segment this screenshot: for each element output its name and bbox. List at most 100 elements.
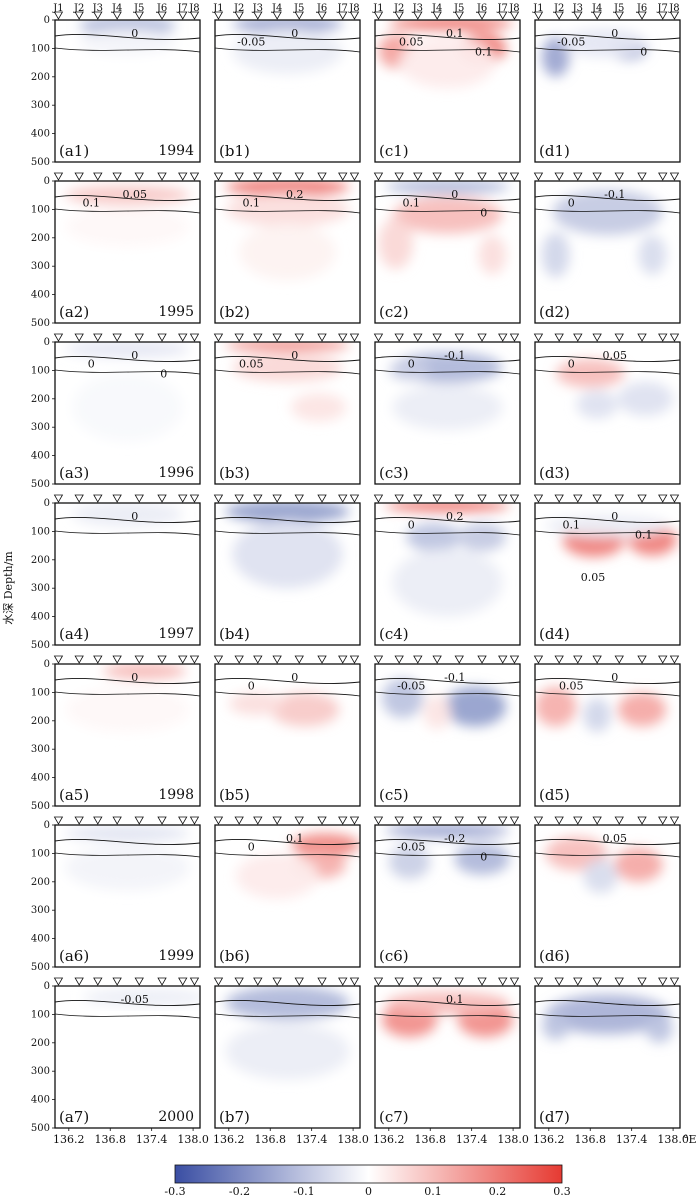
y-tick-label: 100 — [31, 526, 50, 537]
contour-label: 0.1 — [243, 197, 261, 210]
station-marker — [394, 816, 404, 825]
station-marker — [294, 655, 304, 664]
panel-label: (b7) — [219, 1108, 250, 1126]
y-tick-label: 400 — [31, 451, 50, 462]
station-marker — [477, 655, 487, 664]
station-marker — [554, 977, 564, 986]
contour-label: 0 — [480, 851, 487, 864]
contour-line — [535, 1013, 680, 1019]
y-tick-label: 300 — [31, 100, 50, 111]
contour-line — [375, 369, 520, 375]
station-marker — [413, 494, 423, 503]
contour-line — [215, 1000, 360, 1006]
x-tick-label: 136.2 — [533, 1133, 565, 1146]
station-marker — [234, 977, 244, 986]
panel-label: (a6) — [59, 947, 89, 965]
station-marker — [658, 977, 668, 986]
anomaly-blob — [232, 28, 343, 74]
station-marker — [669, 11, 680, 20]
station-marker — [317, 11, 327, 20]
station-marker — [134, 655, 144, 664]
colorbar-tick-label: -0.3 — [164, 1185, 185, 1198]
panel-d5: 0 0.05 (d5) — [533, 655, 681, 807]
station-marker — [498, 333, 508, 342]
panel-c5: -0.1 -0.05 (c5) — [373, 655, 521, 807]
contour-label: 0.1 — [635, 529, 653, 542]
station-marker — [157, 655, 167, 664]
x-tick-label: 136.8 — [94, 1133, 126, 1146]
x-tick-label: 138.0 — [497, 1133, 529, 1146]
station-marker — [93, 494, 103, 503]
y-tick-label: 500 — [31, 801, 50, 812]
station-marker — [317, 172, 327, 181]
station-marker — [349, 11, 360, 20]
panel-label: (b3) — [219, 464, 250, 482]
station-marker — [394, 11, 404, 20]
station-label: J6 — [156, 3, 167, 14]
anomaly-blob — [406, 522, 462, 552]
y-tick-label: 200 — [31, 1038, 50, 1049]
anomaly-blob — [617, 692, 667, 727]
station-marker — [178, 172, 188, 181]
contour-line — [215, 517, 360, 523]
station-marker — [213, 977, 224, 986]
station-marker — [93, 11, 103, 20]
station-marker — [178, 494, 188, 503]
panel-a6: (a6) 1999 0 100 200 300 400 500 — [31, 816, 201, 973]
station-marker — [637, 333, 647, 342]
station-marker — [454, 494, 464, 503]
contour-label: 0 — [640, 46, 647, 59]
station-marker — [658, 11, 668, 20]
station-marker — [454, 172, 464, 181]
y-tick-label: 100 — [31, 1009, 50, 1020]
colorbar-tick-label: -0.1 — [293, 1185, 314, 1198]
anomaly-blob — [388, 20, 514, 31]
x-tick-label: 137.4 — [456, 1133, 488, 1146]
y-tick-label: 100 — [31, 204, 50, 215]
anomaly-blob — [645, 1014, 674, 1043]
contour-label: 0.05 — [239, 358, 264, 371]
contour-label: 0 — [408, 519, 415, 532]
x-tick-label: 136.2 — [373, 1133, 405, 1146]
contour-label: 0 — [480, 207, 487, 220]
station-marker — [509, 977, 520, 986]
panel-frame — [54, 19, 201, 163]
contour-line — [535, 47, 680, 53]
panel-label: (d5) — [539, 786, 570, 804]
anomaly-blob — [225, 181, 350, 196]
contour-line — [215, 839, 360, 845]
contour-line — [55, 852, 200, 858]
y-tick-label: 300 — [31, 583, 50, 594]
station-marker — [614, 816, 624, 825]
anomaly-field — [82, 988, 200, 1006]
panel-label: (c4) — [379, 625, 409, 643]
y-tick-label: 500 — [31, 318, 50, 329]
panel-b2: 0.2 0.1 (b2) — [213, 172, 361, 324]
station-marker — [294, 494, 304, 503]
station-marker — [93, 333, 103, 342]
station-marker — [112, 977, 122, 986]
station-marker — [373, 11, 384, 20]
station-marker — [592, 655, 602, 664]
contour-line — [535, 356, 680, 362]
station-marker — [373, 816, 384, 825]
station-marker — [112, 816, 122, 825]
station-marker — [554, 494, 564, 503]
anomaly-blob — [541, 1011, 570, 1040]
station-marker — [74, 816, 84, 825]
station-marker — [349, 816, 360, 825]
station-marker — [533, 494, 544, 503]
x-tick-label: 138.0 — [657, 1133, 689, 1146]
contour-label: 0 — [131, 510, 138, 523]
station-label: J1 — [372, 3, 383, 14]
station-marker — [272, 977, 282, 986]
x-tick-label: 136.8 — [574, 1133, 606, 1146]
anomaly-blob — [552, 189, 663, 235]
station-marker — [573, 333, 583, 342]
station-marker — [509, 11, 520, 20]
colorbar — [174, 1164, 563, 1184]
station-marker — [349, 655, 360, 664]
station-marker — [317, 816, 327, 825]
station-marker — [477, 494, 487, 503]
x-tick-label: 137.4 — [616, 1133, 648, 1146]
